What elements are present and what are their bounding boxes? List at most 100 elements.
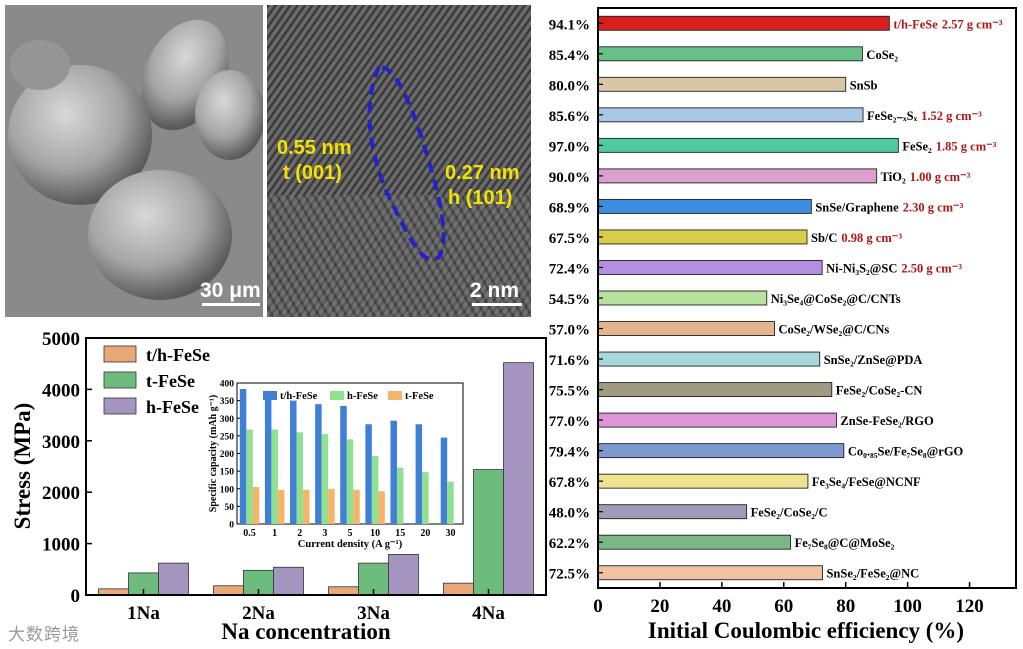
inset-y-tick-label: 150 [220,468,235,478]
inset-y-tick-label: 50 [225,503,235,513]
inset-legend-swatch [263,391,277,400]
inset-bar-t-fese [277,489,285,524]
ice-material-name: Ni-Ni₃S₂@SC [826,261,897,275]
stress-plot-frame [85,337,547,596]
inset-bar-t-h-fese [264,394,272,524]
inset-legend-label: t/h-FeSe [280,391,318,402]
ice-percent-label: 67.5% [549,231,590,247]
stress-legend-label: t-FeSe [146,371,195,391]
ice-bar [597,260,823,275]
inset-bar-t-h-fese [290,400,297,524]
inset-x-tick-label: 30 [445,528,455,539]
stress-bar-t-h-fese [213,585,244,596]
stress-x-tick-label: 1Na [127,603,160,624]
ice-bar [597,46,863,62]
ice-material-name: SnSe/Graphene [815,200,899,214]
ice-x-tick-label: 100 [893,596,922,617]
stress-legend-label: t/h-FeSe [146,345,210,365]
ice-bar-label: Ni-Ni₃S₂@SC 2.50 g cm⁻³ [826,261,962,275]
ice-material-name: ZnSe-FeSe₂/RGO [840,414,934,428]
ice-material-name: Sb/C [811,231,837,245]
ice-bar-label: FeSe₂₋ₓSₓ 1.52 g cm⁻³ [867,109,982,123]
ice-percent-label: 75.5% [549,384,590,400]
stress-bar-h-fese [503,362,534,596]
ice-bar-label: FeSe₂ 1.85 g cm⁻³ [902,139,996,153]
stress-y-axis-title: Stress (MPa) [10,403,35,530]
inset-bar-t-h-fese [440,437,448,524]
ice-density-value: 1.52 g cm⁻³ [921,109,982,123]
ice-percent-label: 62.2% [549,536,590,552]
ice-bar [597,290,768,306]
stress-bar-t-fese [473,469,504,596]
inset-y-tick-label: 400 [220,380,235,390]
ice-material-name: t/h-FeSe [893,17,938,31]
ice-bar-label: FeSe₂/CoSe₂-CN [836,384,923,398]
inset-x-tick-label: 1 [272,528,277,539]
inset-bar-h-fese [346,439,354,524]
inset-bar-h-fese [371,455,379,524]
ice-percent-label: 68.9% [549,200,590,216]
ice-x-axis-title: Initial Coulombic efficiency (%) [648,618,964,643]
ice-bar-label: SnSe₂/FeSe₂@NC [826,567,919,581]
ice-bar [597,351,821,367]
ice-material-name: FeSe₂₋ₓSₓ [867,109,918,123]
ice-bar [597,15,890,31]
ice-bar-label: SnSe₂/ZnSe@PDA [824,353,923,367]
tem-plane-b: h (101) [448,187,513,209]
tem-lattice-image [267,5,531,317]
ice-material-name: CoSe₂ [866,48,898,62]
inset-legend-swatch [388,391,402,400]
ice-x-tick-label: 0 [593,596,603,617]
inset-bar-t-h-fese [390,420,397,524]
stress-y-tick-label: 2000 [42,483,80,504]
stress-x-tick-label: 3Na [357,603,390,624]
ice-bar-label: CoSe₂/WSe₂@C/CNs [778,323,889,337]
ice-bar-label: t/h-FeSe 2.57 g cm⁻³ [893,17,1002,31]
inset-y-tick-label: 300 [220,415,235,425]
ice-x-tick-label: 40 [712,596,731,617]
ice-percent-label: 72.4% [549,261,590,277]
ice-material-name: SnSe₂/FeSe₂@NC [826,567,919,581]
tem-scale-bar [472,303,522,306]
inset-y-tick-label: 350 [220,397,235,407]
ice-percent-label: 85.4% [549,48,590,64]
inset-bar-h-fese [396,467,404,524]
ice-percent-label: 67.8% [549,475,590,491]
ice-bar [597,198,812,214]
ice-bar [597,534,792,550]
inset-bar-t-h-fese [239,388,247,524]
ice-material-name: Fe₃Se₄/FeSe@NCNF [812,475,921,489]
ice-material-name: Co₀.₈₅Se/Fe₇Se₈@rGO [848,445,964,459]
ice-bar [597,565,823,581]
ice-bar [597,504,748,520]
ice-bar-label: Sb/C 0.98 g cm⁻³ [811,231,902,245]
stress-legend-label: h-FeSe [146,397,199,417]
stress-legend-swatch [103,397,137,415]
ice-bar [597,412,837,428]
ice-percent-label: 85.6% [549,109,590,125]
inset-x-tick-label: 2 [297,528,302,539]
ice-percent-label: 48.0% [549,506,590,522]
inset-bar-h-fese [321,434,329,524]
ice-material-name: TiO₂ [881,170,906,184]
ice-x-tick-label: 60 [774,596,793,617]
ice-bar-label: SnSe/Graphene 2.30 g cm⁻³ [815,200,963,214]
ice-percent-label: 72.5% [549,567,590,583]
ice-percent-label: 80.0% [549,78,590,94]
ice-x-tick-label: 20 [650,596,669,617]
inset-x-axis-title: Current density (A g⁻¹) [298,539,403,550]
ice-density-value: 2.30 g cm⁻³ [903,200,964,214]
ice-density-value: 1.00 g cm⁻³ [910,170,971,184]
stress-bar-h-fese [273,566,304,596]
inset-bar-t-h-fese [315,404,322,524]
ice-percent-label: 54.5% [549,292,590,308]
tem-spacing-a: 0.55 nm [277,137,352,159]
lattice-region-outline [367,65,446,262]
ice-bar-label: SnSb [850,78,878,92]
ice-bar-label: Co₀.₈₅Se/Fe₇Se₈@rGO [848,445,964,459]
stress-legend-swatch [103,345,137,363]
stress-y-tick-label: 1000 [42,535,80,556]
inset-x-tick-label: 20 [420,528,430,539]
ice-bar-label: Fe₃Se₄/FeSe@NCNF [812,475,921,489]
ice-material-name: Fe₇Se₈@C@MoSe₂ [795,536,895,550]
